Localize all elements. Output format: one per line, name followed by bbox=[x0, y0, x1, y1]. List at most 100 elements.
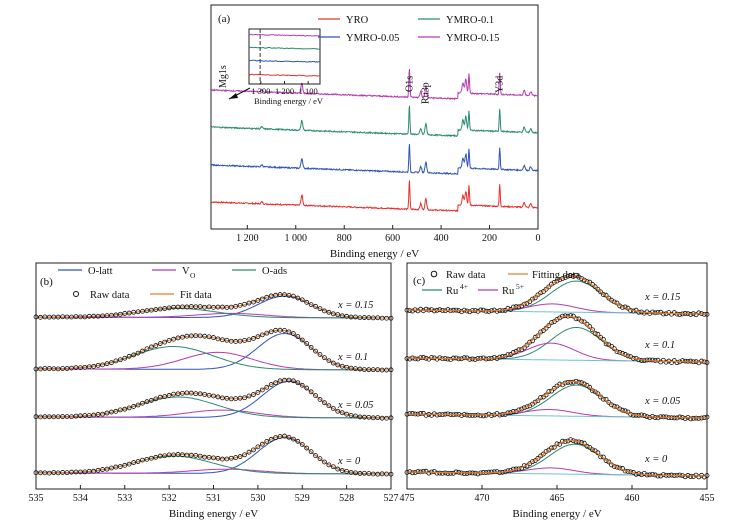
raw-data-point bbox=[69, 314, 74, 320]
raw-data-point bbox=[193, 333, 199, 339]
raw-data-point bbox=[91, 313, 97, 319]
panel-b-row-label: x = 0.15 bbox=[337, 300, 373, 311]
raw-data-point bbox=[299, 382, 305, 388]
panel-a-xtick-label: 0 bbox=[536, 233, 541, 244]
raw-data-point bbox=[91, 363, 97, 369]
panel-a-legend-label: YMRO-0.05 bbox=[346, 33, 399, 44]
raw-data-point bbox=[388, 471, 394, 477]
raw-data-point bbox=[122, 406, 128, 412]
raw-data-point bbox=[357, 471, 363, 476]
panel-b-xtick-label: 530 bbox=[250, 493, 265, 504]
raw-data-point bbox=[313, 348, 318, 354]
panel-b-row-label: x = 0.05 bbox=[337, 400, 373, 411]
panel-b-legend-label: O-ads bbox=[262, 266, 287, 277]
raw-data-point bbox=[259, 332, 265, 338]
fitting-curve bbox=[407, 315, 707, 363]
raw-data-point bbox=[282, 292, 287, 298]
raw-data-point bbox=[304, 385, 310, 391]
panel-b-xaxis-title: Binding energy / eV bbox=[169, 508, 258, 520]
fit-curve bbox=[36, 435, 391, 475]
panel-b-letter: (b) bbox=[40, 276, 53, 288]
panel-c-legend-sup: 5+ bbox=[516, 282, 524, 291]
raw-data-point bbox=[486, 469, 492, 475]
raw-data-point bbox=[326, 462, 332, 468]
raw-data-point bbox=[237, 302, 243, 308]
raw-data-point bbox=[603, 458, 609, 464]
raw-data-point bbox=[286, 377, 292, 383]
raw-data-point bbox=[86, 364, 92, 370]
raw-data-point bbox=[587, 384, 593, 390]
panel-b-xtick-label: 529 bbox=[295, 493, 310, 504]
raw-data-point bbox=[335, 312, 341, 318]
raw-data-point bbox=[437, 355, 443, 361]
raw-data-point bbox=[251, 392, 256, 397]
raw-data-point bbox=[546, 284, 552, 290]
raw-data-point bbox=[184, 452, 190, 458]
panel-a-peak-label: Mg1s bbox=[218, 65, 229, 88]
raw-data-point bbox=[219, 456, 225, 462]
raw-data-point bbox=[148, 398, 154, 403]
raw-data-point bbox=[246, 337, 252, 343]
raw-data-point bbox=[171, 336, 176, 342]
raw-data-point bbox=[153, 307, 159, 312]
raw-data-point bbox=[524, 404, 530, 410]
raw-data-point bbox=[144, 399, 150, 405]
raw-data-point bbox=[480, 307, 486, 313]
raw-data-point bbox=[157, 341, 163, 346]
raw-data-point bbox=[704, 414, 710, 420]
raw-data-point bbox=[448, 357, 454, 362]
raw-data-point bbox=[95, 313, 101, 319]
raw-data-point bbox=[437, 470, 443, 476]
panel-c-xtick-label: 465 bbox=[550, 493, 565, 504]
raw-data-point bbox=[219, 337, 225, 343]
raw-data-point bbox=[215, 336, 221, 342]
raw-data-point bbox=[157, 394, 163, 400]
raw-data-point bbox=[153, 396, 159, 402]
raw-data-point bbox=[299, 442, 305, 447]
raw-data-point bbox=[423, 412, 429, 418]
raw-data-point bbox=[286, 434, 292, 440]
fit-curve bbox=[36, 294, 391, 319]
raw-data-point bbox=[461, 471, 467, 477]
raw-data-point bbox=[144, 456, 150, 462]
raw-data-point bbox=[494, 308, 500, 314]
raw-data-point bbox=[140, 457, 145, 463]
raw-data-point bbox=[527, 339, 533, 345]
raw-data-point bbox=[251, 336, 256, 341]
raw-data-point bbox=[117, 311, 123, 317]
panel-c-row-label: x = 0 bbox=[644, 454, 668, 465]
raw-data-point bbox=[286, 329, 292, 335]
raw-data-point bbox=[166, 452, 172, 458]
raw-data-point bbox=[175, 335, 181, 341]
fitting-curve bbox=[407, 380, 707, 419]
panel-b-xtick-label: 533 bbox=[117, 493, 132, 504]
raw-data-point bbox=[188, 390, 194, 396]
raw-data-point bbox=[521, 301, 527, 307]
raw-data-point bbox=[82, 469, 88, 475]
raw-data-point bbox=[448, 470, 454, 476]
raw-data-point bbox=[370, 367, 376, 373]
raw-data-point bbox=[259, 387, 265, 393]
raw-data-point bbox=[86, 313, 92, 319]
panel-c-xtick-label: 475 bbox=[400, 493, 415, 504]
raw-data-point bbox=[46, 314, 52, 320]
raw-data-point bbox=[590, 447, 595, 453]
inset-xtick-label: 1 100 bbox=[299, 86, 318, 96]
raw-data-point bbox=[140, 308, 145, 314]
raw-data-point bbox=[233, 303, 239, 309]
panel-b-legend-label: Fit data bbox=[180, 290, 212, 301]
raw-data-point bbox=[153, 343, 159, 348]
raw-data-point bbox=[688, 358, 694, 364]
raw-data-point bbox=[641, 310, 647, 316]
raw-data-point bbox=[273, 292, 279, 298]
raw-data-point bbox=[330, 464, 336, 470]
raw-data-point bbox=[366, 471, 372, 476]
raw-data-point bbox=[317, 352, 323, 357]
raw-data-point bbox=[459, 413, 464, 418]
raw-data-point bbox=[175, 304, 181, 310]
panel-b-legend-label: O-latt bbox=[88, 266, 113, 277]
raw-data-point bbox=[489, 413, 494, 418]
raw-data-point bbox=[353, 314, 358, 320]
raw-data-point bbox=[434, 412, 440, 418]
raw-data-point bbox=[313, 304, 318, 309]
